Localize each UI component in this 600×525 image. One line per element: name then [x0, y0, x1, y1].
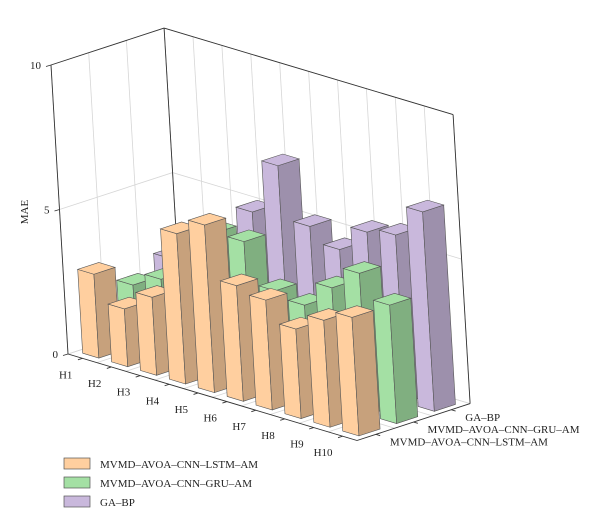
x-tick [308, 427, 314, 430]
tick-labels: 0 5 10 H1 H2 H3 H4 H5 H6 H7 H8 H9 H10 MVMD–AVOA–CNN–L… [30, 60, 580, 459]
bar [405, 199, 456, 412]
z-tick-label: 5 [44, 205, 50, 217]
z-tick [45, 64, 52, 67]
series-tick-label: MVMD–AVOA–CNN–LSTM–AM [390, 436, 548, 448]
x-tick [135, 375, 141, 378]
axis-line [67, 353, 358, 441]
x-tick [280, 418, 285, 421]
z-tick [62, 353, 69, 356]
x-tick-label: H8 [261, 430, 275, 442]
series-tick [451, 409, 456, 412]
x-tick-label: H9 [290, 439, 304, 451]
legend: MVMD–AVOA–CNN–LSTM–AM MVMD–AVOA–CNN–GRU–A… [63, 457, 258, 509]
z-axis-label: MAE [19, 200, 31, 225]
x-tick [337, 435, 343, 439]
legend-item: MVMD–AVOA–CNN–GRU–AM [63, 476, 252, 490]
legend-swatch [63, 457, 91, 470]
axis-line [452, 114, 471, 404]
z-tick [54, 209, 60, 212]
axis-line [50, 27, 165, 66]
axis-line [163, 27, 454, 116]
x-tick-label: H1 [59, 369, 72, 381]
z-tick-label: 10 [30, 60, 42, 72]
x-tick [251, 409, 256, 413]
x-tick-label: H2 [88, 378, 101, 390]
legend-label: GA–BP [100, 497, 135, 509]
legend-swatch [63, 476, 91, 489]
x-tick-label: H5 [175, 404, 189, 416]
x-tick [193, 392, 199, 395]
x-tick [77, 357, 83, 361]
series-tick [413, 421, 419, 424]
series-tick-label: MVMD–AVOA–CNN–GRU–AM [428, 424, 580, 436]
bar [372, 293, 419, 425]
series-tick [375, 433, 381, 437]
x-tick-label: H10 [314, 447, 333, 459]
bar [334, 305, 381, 437]
chart-axes [45, 27, 471, 441]
x-tick-label: H7 [232, 421, 246, 433]
series-tick-label: GA–BP [465, 412, 500, 424]
legend-swatch [63, 495, 91, 508]
chart-bars [76, 153, 456, 437]
legend-label: MVMD–AVOA–CNN–LSTM–AM [100, 459, 258, 471]
x-tick-label: H3 [117, 387, 131, 399]
x-tick-label: H4 [146, 395, 160, 407]
legend-item: MVMD–AVOA–CNN–LSTM–AM [63, 457, 258, 471]
x-tick [106, 366, 112, 369]
x-tick-label: H6 [203, 413, 217, 425]
z-tick-label: 0 [53, 349, 59, 361]
legend-item: GA–BP [63, 495, 135, 509]
x-tick [164, 383, 170, 387]
legend-label: MVMD–AVOA–CNN–GRU–AM [100, 478, 252, 490]
x-tick [222, 401, 228, 404]
